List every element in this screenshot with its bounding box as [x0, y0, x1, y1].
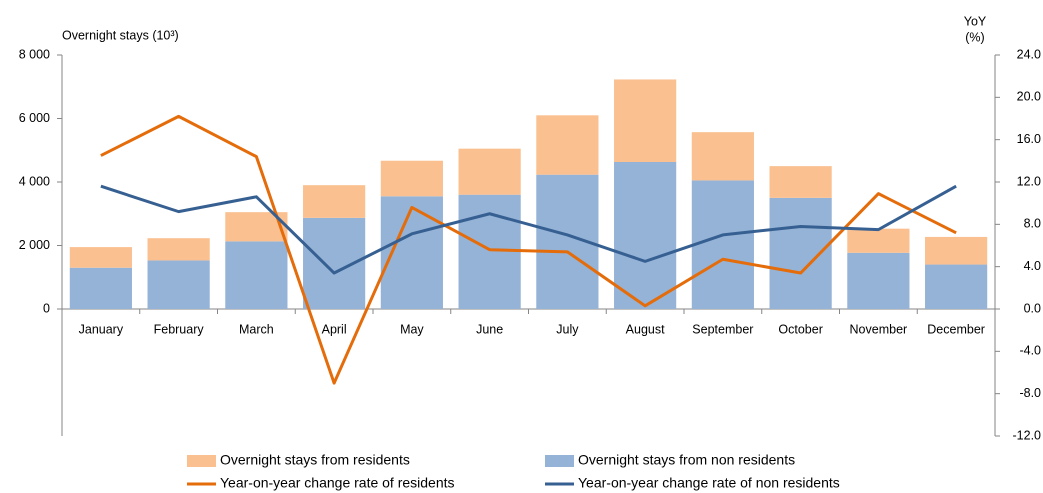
bar: [69, 267, 132, 309]
y-axis-title: Overnight stays (10³): [62, 28, 179, 42]
legend-label: Year-on-year change rate of residents: [220, 475, 455, 491]
bar: [380, 196, 443, 309]
y2-axis-title: YoY: [964, 14, 987, 28]
x-tick-label: May: [400, 322, 424, 336]
bar: [536, 115, 599, 175]
y2-tick-label: 12.0: [1017, 174, 1041, 188]
bar: [380, 160, 443, 197]
x-tick-label: September: [692, 322, 753, 336]
y2-tick-label: 20.0: [1017, 90, 1041, 104]
y2-tick-label: -12.0: [1013, 428, 1042, 442]
bar: [925, 264, 988, 309]
y2-tick-label: 0.0: [1024, 301, 1041, 315]
x-tick-label: October: [778, 322, 822, 336]
y-tick-label: 2 000: [19, 238, 50, 252]
x-tick-label: December: [927, 322, 985, 336]
bar: [458, 194, 521, 309]
legend-label: Overnight stays from residents: [220, 452, 410, 468]
x-tick-label: March: [239, 322, 274, 336]
bar: [303, 185, 366, 218]
y2-tick-label: -4.0: [1019, 344, 1041, 358]
x-tick-label: August: [626, 322, 665, 336]
legend-label: Overnight stays from non residents: [578, 452, 795, 468]
bar: [458, 148, 521, 195]
y2-tick-label: -8.0: [1019, 386, 1041, 400]
x-tick-label: February: [154, 322, 205, 336]
y-tick-label: 6 000: [19, 111, 50, 125]
line: [100, 114, 957, 385]
bar: [769, 197, 832, 309]
bar: [225, 241, 288, 309]
bar: [847, 252, 910, 309]
bar: [147, 260, 210, 309]
y2-tick-label: 24.0: [1017, 47, 1041, 61]
bar: [147, 238, 210, 261]
y2-axis-title: (%): [965, 30, 984, 44]
bar: [614, 79, 677, 162]
y-tick-label: 4 000: [19, 174, 50, 188]
y-tick-label: 8 000: [19, 47, 50, 61]
x-tick-label: January: [79, 322, 124, 336]
bar: [769, 166, 832, 198]
y2-tick-label: 8.0: [1024, 217, 1041, 231]
bar: [69, 247, 132, 268]
legend-swatch: [187, 455, 216, 467]
y2-tick-label: 16.0: [1017, 132, 1041, 146]
bar: [691, 180, 754, 309]
legend-label: Year-on-year change rate of non resident…: [578, 475, 840, 491]
x-tick-label: April: [322, 322, 347, 336]
bar: [691, 132, 754, 181]
x-tick-label: June: [476, 322, 503, 336]
legend-swatch: [545, 455, 574, 467]
bar: [847, 228, 910, 253]
bar: [614, 161, 677, 309]
line: [100, 184, 957, 275]
x-tick-label: July: [556, 322, 579, 336]
x-tick-label: November: [850, 322, 908, 336]
bar: [925, 236, 988, 265]
y-tick-label: 0: [43, 301, 50, 315]
y2-tick-label: 4.0: [1024, 259, 1041, 273]
